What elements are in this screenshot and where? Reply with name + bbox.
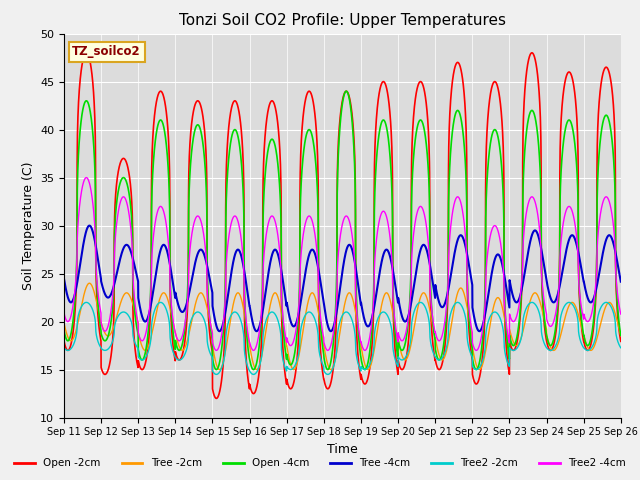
Open -2cm: [60, 338, 68, 344]
Open -2cm: [180, 347, 188, 353]
Tree2 -2cm: [83, 300, 90, 305]
Open -4cm: [407, 277, 415, 283]
Open -4cm: [250, 367, 257, 372]
Open -2cm: [617, 337, 625, 343]
Tree2 -2cm: [617, 345, 625, 351]
Tree2 -4cm: [617, 311, 625, 317]
X-axis label: Time: Time: [327, 443, 358, 456]
Tree -4cm: [617, 278, 625, 284]
Tree2 -4cm: [564, 204, 572, 210]
Tree2 -4cm: [83, 175, 90, 180]
Open -4cm: [397, 347, 404, 352]
Tree -4cm: [216, 328, 223, 334]
Tree -2cm: [180, 347, 188, 353]
Tree -2cm: [476, 367, 483, 372]
Tree -4cm: [180, 309, 188, 314]
Tree -2cm: [86, 280, 93, 286]
Tree -2cm: [397, 348, 404, 354]
Open -2cm: [564, 70, 572, 75]
Open -2cm: [216, 388, 223, 394]
Legend: Open -2cm, Tree -2cm, Open -4cm, Tree -4cm, Tree2 -2cm, Tree2 -4cm: Open -2cm, Tree -2cm, Open -4cm, Tree -4…: [10, 454, 630, 472]
Tree2 -2cm: [180, 354, 188, 360]
Tree2 -2cm: [212, 372, 220, 377]
Open -2cm: [83, 50, 90, 56]
Open -4cm: [179, 336, 187, 342]
Tree2 -4cm: [216, 342, 223, 348]
Title: Tonzi Soil CO2 Profile: Upper Temperatures: Tonzi Soil CO2 Profile: Upper Temperatur…: [179, 13, 506, 28]
Tree2 -2cm: [60, 345, 68, 351]
Open -4cm: [216, 360, 223, 366]
Open -2cm: [407, 296, 415, 302]
Tree -4cm: [476, 328, 483, 334]
Tree -4cm: [397, 309, 404, 315]
Tree2 -2cm: [397, 357, 404, 363]
Open -4cm: [564, 118, 572, 123]
Tree -4cm: [617, 279, 625, 285]
Tree2 -4cm: [397, 337, 404, 343]
Tree2 -4cm: [472, 348, 480, 353]
Tree2 -4cm: [180, 329, 188, 335]
Tree -4cm: [60, 276, 68, 282]
Tree -2cm: [406, 344, 414, 349]
Tree2 -2cm: [617, 345, 625, 350]
Tree2 -4cm: [406, 291, 414, 297]
Tree -2cm: [564, 305, 572, 311]
Open -2cm: [212, 396, 220, 401]
Tree2 -4cm: [617, 311, 625, 316]
Tree -4cm: [564, 240, 572, 245]
Tree -2cm: [617, 333, 625, 338]
Tree2 -2cm: [564, 300, 572, 305]
Tree -2cm: [617, 332, 625, 338]
Tree2 -2cm: [407, 337, 415, 343]
Open -2cm: [397, 366, 404, 372]
Open -4cm: [60, 327, 68, 333]
Tree2 -4cm: [60, 310, 68, 316]
Line: Open -4cm: Open -4cm: [64, 91, 621, 370]
Y-axis label: Soil Temperature (C): Soil Temperature (C): [22, 161, 35, 290]
Line: Tree2 -4cm: Tree2 -4cm: [64, 178, 621, 350]
Line: Tree2 -2cm: Tree2 -2cm: [64, 302, 621, 374]
Tree -4cm: [86, 223, 93, 228]
Open -4cm: [342, 88, 350, 94]
Tree2 -2cm: [216, 369, 223, 374]
Line: Tree -2cm: Tree -2cm: [64, 283, 621, 370]
Tree -4cm: [406, 303, 414, 309]
Tree -2cm: [216, 367, 223, 372]
Tree -2cm: [60, 320, 68, 326]
Open -4cm: [617, 333, 625, 338]
Line: Open -2cm: Open -2cm: [64, 53, 621, 398]
Open -4cm: [617, 332, 625, 337]
Line: Tree -4cm: Tree -4cm: [64, 226, 621, 331]
Text: TZ_soilco2: TZ_soilco2: [72, 45, 141, 58]
Open -2cm: [617, 338, 625, 344]
